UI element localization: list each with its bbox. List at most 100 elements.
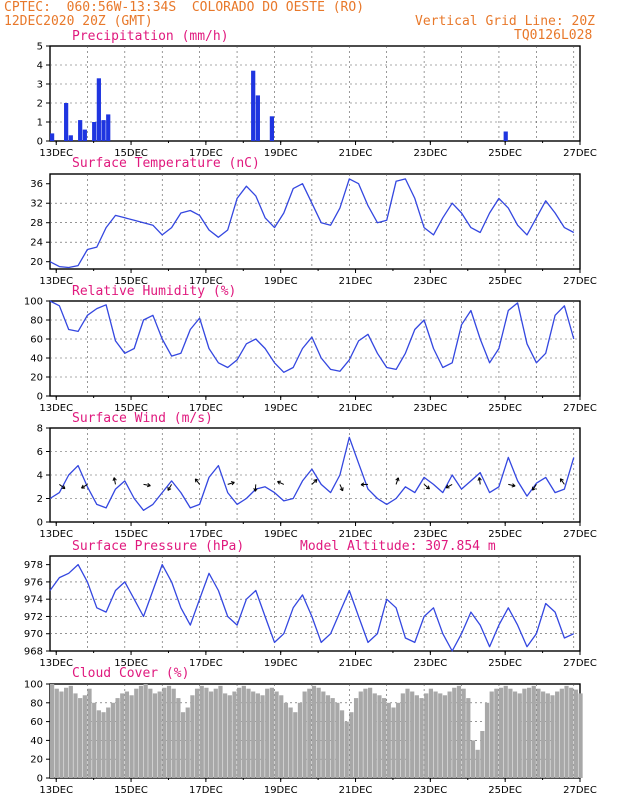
y-tick-label: 5	[37, 42, 43, 53]
cloud-bar	[209, 691, 214, 778]
cloud-bar	[307, 688, 312, 778]
wind-arrow-head	[512, 483, 516, 487]
cloud-bar	[414, 695, 419, 778]
precip-bar	[255, 95, 260, 141]
cloud-bar	[265, 688, 270, 778]
panel-frame	[49, 555, 581, 652]
y-tick-label: 24	[30, 238, 43, 249]
cloud-bar	[157, 691, 162, 778]
wind-arrow-head	[478, 477, 482, 481]
wind-arrow-head	[63, 485, 66, 489]
x-tick-label: 13DEC	[39, 658, 73, 669]
cloud-bar	[335, 702, 340, 778]
cloud-bar	[176, 698, 181, 778]
cloud-bar	[185, 707, 190, 778]
cloud-bar	[293, 712, 298, 778]
x-tick-label: 27DEC	[563, 148, 597, 159]
cloud-bar	[92, 702, 97, 778]
cloud-bar	[578, 693, 583, 778]
wind-arrow-head	[511, 485, 516, 488]
cloud-bar	[508, 688, 513, 778]
wind-arrow-shaft	[277, 480, 285, 485]
cloud-bar	[82, 695, 87, 778]
y-tick-label: 36	[30, 179, 43, 190]
cloud-bar	[368, 687, 373, 778]
y-tick-label: 28	[30, 218, 43, 229]
x-tick-label: 15DEC	[114, 148, 148, 159]
cloud-bar	[353, 698, 359, 778]
cloud-bar	[120, 693, 125, 778]
cloud-bar	[73, 693, 78, 778]
wind-arrow-head	[445, 484, 449, 489]
precip-bar	[251, 70, 256, 141]
cloud-bar	[382, 698, 387, 778]
wind-arrow-head	[427, 485, 430, 490]
y-tick-label: 20	[30, 257, 43, 268]
cloud-bar	[241, 685, 246, 778]
wind-arrow-shaft	[478, 477, 481, 485]
cloud-bar	[396, 702, 401, 778]
series-line	[49, 300, 575, 373]
cloud-bar	[255, 693, 260, 778]
x-tick-label: 19DEC	[264, 658, 298, 669]
y-tick-label: 970	[24, 629, 43, 640]
wind-arrow-head	[167, 488, 172, 491]
x-tick-label: 25DEC	[488, 529, 522, 540]
x-tick-label: 23DEC	[413, 529, 447, 540]
y-tick-label: 0	[37, 774, 43, 785]
cloud-bar	[223, 693, 228, 778]
cloud-bar	[68, 685, 73, 778]
cloud-bar	[152, 693, 158, 778]
wind-arrow-head	[195, 478, 199, 481]
x-tick-label: 25DEC	[488, 276, 522, 287]
cloud-bar	[428, 688, 434, 778]
cloud-bar	[64, 687, 69, 778]
x-tick-label: 13DEC	[39, 785, 73, 796]
x-tick-label: 17DEC	[189, 403, 223, 414]
y-tick-label: 4	[37, 471, 43, 482]
cloud-bar	[218, 685, 223, 778]
panel-frame	[49, 45, 581, 142]
cloud-bar	[339, 710, 345, 778]
wind-arrow-head	[397, 477, 400, 482]
cloud-bar	[522, 688, 527, 778]
wind-arrow-shaft	[311, 479, 318, 485]
temperature-title: Surface Temperature (nC)	[72, 156, 260, 171]
cloud-cover-title: Cloud Cover (%)	[72, 666, 190, 681]
cloud-bar	[372, 693, 377, 778]
wind-arrow-head	[253, 488, 256, 492]
x-tick-label: 19DEC	[264, 403, 298, 414]
x-tick-label: 15DEC	[114, 658, 148, 669]
wind-arrow-shaft	[59, 484, 66, 490]
y-tick-label: 0	[37, 392, 43, 403]
y-tick-label: 978	[24, 560, 43, 571]
x-tick-label: 27DEC	[563, 785, 597, 796]
y-tick-label: 974	[24, 595, 43, 606]
y-tick-label: 20	[30, 755, 43, 766]
wind-arrow-head	[112, 477, 115, 482]
cloud-bar	[456, 685, 462, 778]
x-tick-label: 21DEC	[339, 148, 373, 159]
cloud-bar	[410, 691, 415, 778]
precip-bar	[96, 78, 101, 141]
wind-arrow-shaft	[339, 484, 344, 492]
cloud-bar	[569, 687, 574, 778]
wind-arrow-head	[81, 484, 84, 489]
cloud-bar	[246, 688, 251, 778]
wind-arrow-shaft	[167, 484, 173, 491]
precip-bar	[106, 114, 111, 141]
header-line-1: CPTEC: 060:56W-13:34S COLORADO DO OESTE …	[4, 0, 365, 15]
cloud-bar	[274, 691, 279, 778]
cloud-bar	[438, 693, 443, 778]
cloud-bar	[424, 693, 429, 778]
y-tick-label: 2	[37, 494, 43, 505]
precip-bar	[269, 116, 275, 141]
cloud-bar	[512, 691, 518, 778]
x-tick-label: 25DEC	[488, 785, 522, 796]
x-tick-label: 21DEC	[339, 403, 373, 414]
cloud-bar	[377, 695, 382, 778]
precip-bar	[92, 122, 97, 141]
x-tick-label: 15DEC	[114, 403, 148, 414]
cloud-bar	[564, 685, 569, 778]
